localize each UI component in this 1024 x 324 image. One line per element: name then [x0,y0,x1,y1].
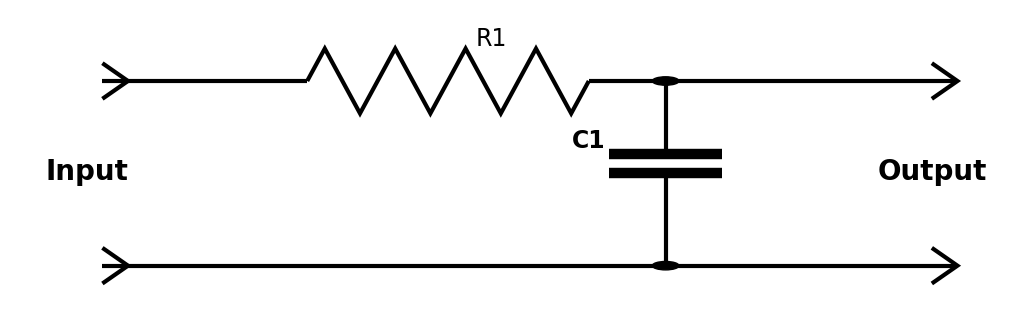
Text: Input: Input [46,158,128,186]
Text: R1: R1 [476,27,507,51]
Text: C1: C1 [572,129,605,153]
Circle shape [652,261,679,270]
Text: Output: Output [878,158,986,186]
Circle shape [652,77,679,85]
